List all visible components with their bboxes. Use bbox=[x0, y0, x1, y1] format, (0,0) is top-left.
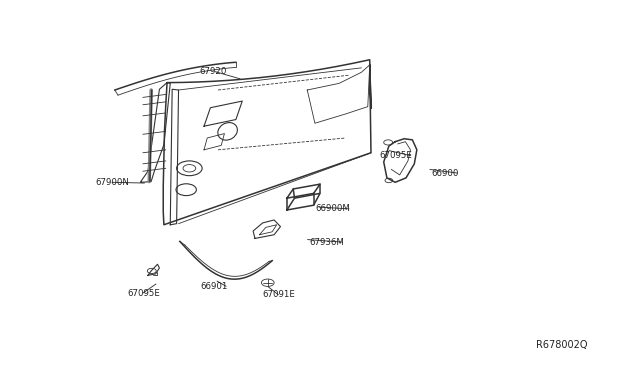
Text: 66900M: 66900M bbox=[316, 204, 351, 214]
Text: 67095E: 67095E bbox=[127, 289, 160, 298]
Text: 66901: 66901 bbox=[200, 282, 228, 291]
Text: 67900N: 67900N bbox=[96, 178, 129, 187]
Text: 67920: 67920 bbox=[199, 67, 227, 76]
Text: 67091E: 67091E bbox=[262, 291, 296, 299]
Text: 67936M: 67936M bbox=[309, 238, 344, 247]
Text: 67095E: 67095E bbox=[380, 151, 412, 160]
Text: R678002Q: R678002Q bbox=[536, 340, 588, 350]
Text: 66900: 66900 bbox=[431, 169, 459, 177]
